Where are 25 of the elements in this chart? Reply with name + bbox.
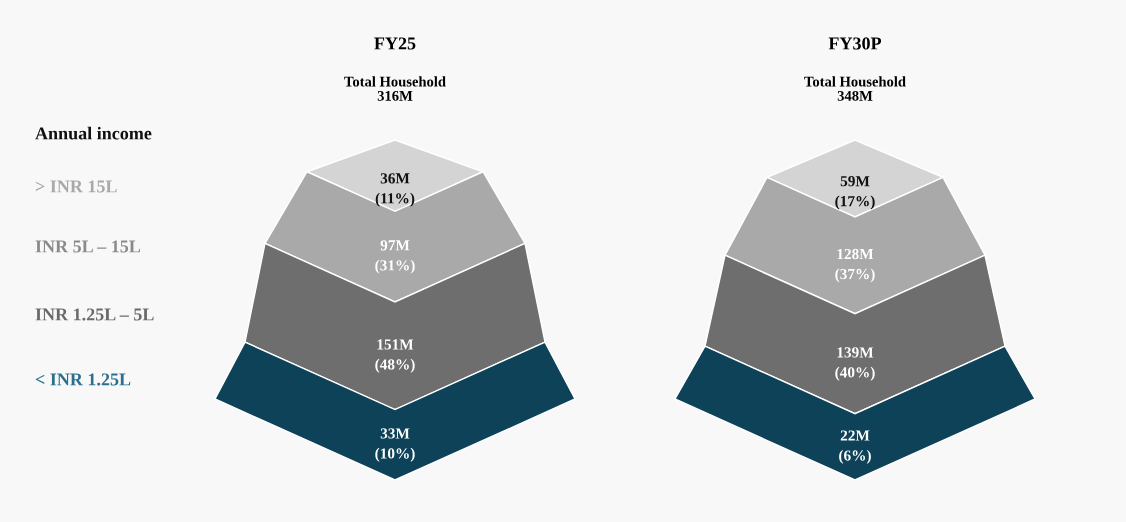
data-label: 59M — [840, 176, 870, 187]
text: (11%) — [375, 192, 415, 207]
text: (10%) — [375, 447, 415, 462]
text: (17%) — [835, 195, 875, 210]
text: (6%) — [839, 449, 871, 464]
text: > INR 15L — [35, 180, 117, 193]
text: (48%) — [375, 358, 415, 373]
text: INR 1.25L – 5L — [35, 308, 154, 321]
text: INR 5L – 15L — [35, 240, 141, 253]
text: FY30P — [828, 37, 882, 50]
data-label: 128M — [837, 248, 874, 260]
data-label: 139M — [837, 347, 874, 358]
data-label: 36M — [380, 173, 410, 184]
data-label: 33M — [380, 428, 410, 439]
text: Annual income — [35, 126, 152, 140]
text: (31%) — [375, 259, 415, 274]
data-label: 151M — [377, 339, 414, 350]
text: (37%) — [835, 268, 875, 283]
text: < INR 1.25L — [35, 373, 131, 386]
data-label: 22M — [840, 430, 870, 441]
text: Total Household 316M — [344, 76, 446, 101]
text: (40%) — [835, 366, 875, 381]
text: Total Household 348M — [804, 76, 906, 101]
data-label: 97M — [380, 240, 410, 251]
text: FY25 — [374, 37, 416, 50]
